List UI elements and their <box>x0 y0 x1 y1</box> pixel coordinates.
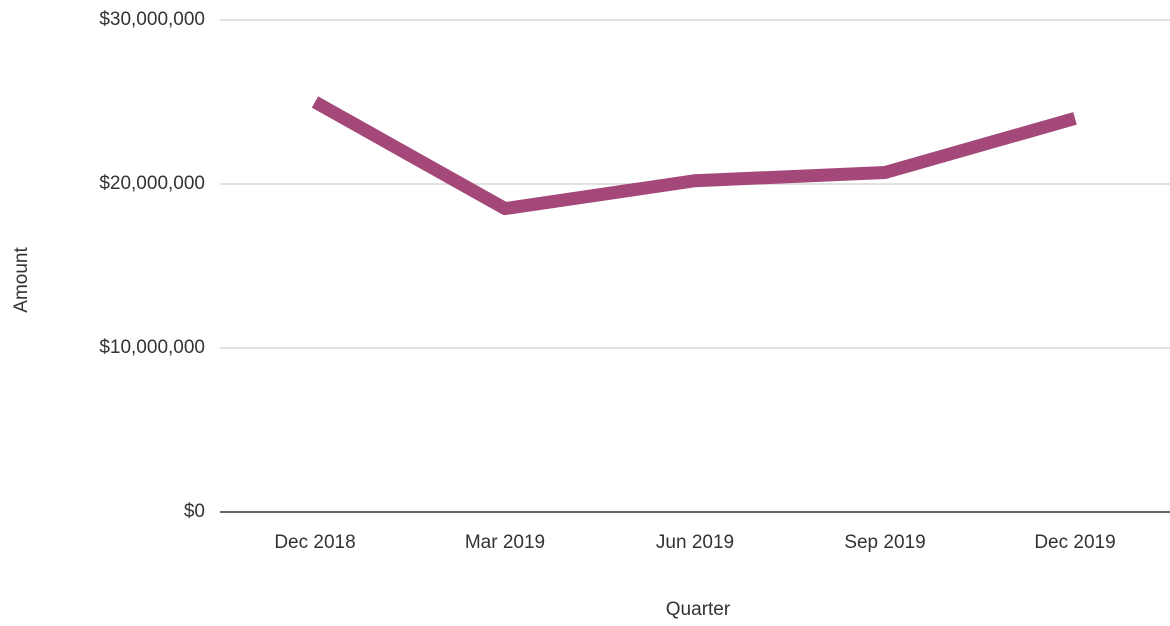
x-tick-label: Dec 2018 <box>274 532 355 553</box>
y-tick-label: $0 <box>184 501 205 522</box>
line <box>311 96 1077 216</box>
x-tick-label: Dec 2019 <box>1034 532 1115 553</box>
y-tick-label: $30,000,000 <box>99 9 205 30</box>
y-tick-label: $20,000,000 <box>99 173 205 194</box>
y-axis-label: Amount <box>11 247 32 313</box>
x-tick-label: Sep 2019 <box>844 532 925 553</box>
x-tick-label: Mar 2019 <box>465 532 545 553</box>
y-tick-label: $10,000,000 <box>99 337 205 358</box>
x-tick-label: Jun 2019 <box>656 532 734 553</box>
x-axis-label: Quarter <box>666 599 731 620</box>
